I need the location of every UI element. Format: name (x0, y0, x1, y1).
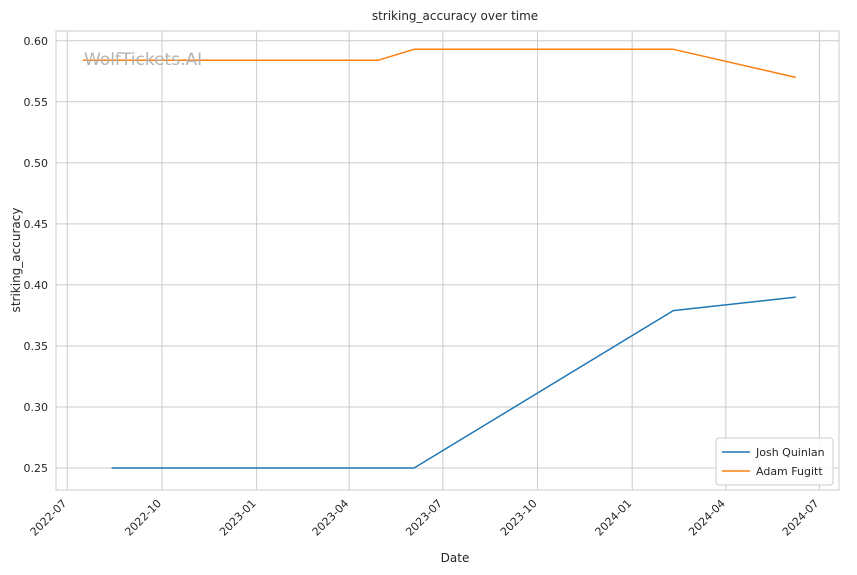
legend: Josh Quinlan Adam Fugitt (715, 437, 834, 486)
legend-label-josh-quinlan: Josh Quinlan (755, 446, 825, 459)
x-axis-title: Date (441, 551, 470, 565)
y-tick-label: 0.45 (24, 218, 49, 231)
x-tick-label: 2024-04 (686, 497, 728, 539)
x-tick-label: 2024-07 (780, 497, 822, 539)
series-line-adam-fugitt (82, 48, 796, 79)
x-tick-label: 2022-07 (28, 497, 70, 539)
y-tick-labels: 0.25 0.30 0.35 0.40 0.45 0.50 0.55 0.60 (24, 35, 49, 475)
x-tick-label: 2023-01 (217, 497, 259, 539)
x-tick-label: 2023-10 (498, 497, 540, 539)
y-axis-title: striking_accuracy (9, 208, 23, 313)
x-tick-labels: 2022-07 2022-10 2023-01 2023-04 2023-07 2023-… (28, 497, 822, 539)
y-tick-label: 0.50 (24, 157, 49, 170)
x-tick-label: 2024-01 (593, 497, 635, 539)
legend-label-adam-fugitt: Adam Fugitt (756, 465, 823, 478)
grid (56, 31, 839, 490)
plot-area (56, 31, 839, 490)
x-tick-label: 2022-10 (122, 497, 164, 539)
y-tick-label: 0.35 (24, 340, 49, 353)
series-line-josh-quinlan (111, 296, 796, 469)
x-tick-label: 2023-04 (310, 497, 352, 539)
y-tick-label: 0.55 (24, 96, 49, 109)
chart-title: striking_accuracy over time (372, 9, 538, 23)
series-layer (82, 48, 796, 469)
y-tick-label: 0.60 (24, 35, 49, 48)
y-tick-label: 0.30 (24, 401, 49, 414)
legend-box (715, 437, 834, 486)
y-tick-label: 0.25 (24, 462, 49, 475)
watermark: WolfTickets.AI (84, 50, 202, 70)
plot-frame (55, 30, 840, 491)
x-tick-label: 2023-07 (403, 497, 445, 539)
y-tick-label: 0.40 (24, 279, 49, 292)
